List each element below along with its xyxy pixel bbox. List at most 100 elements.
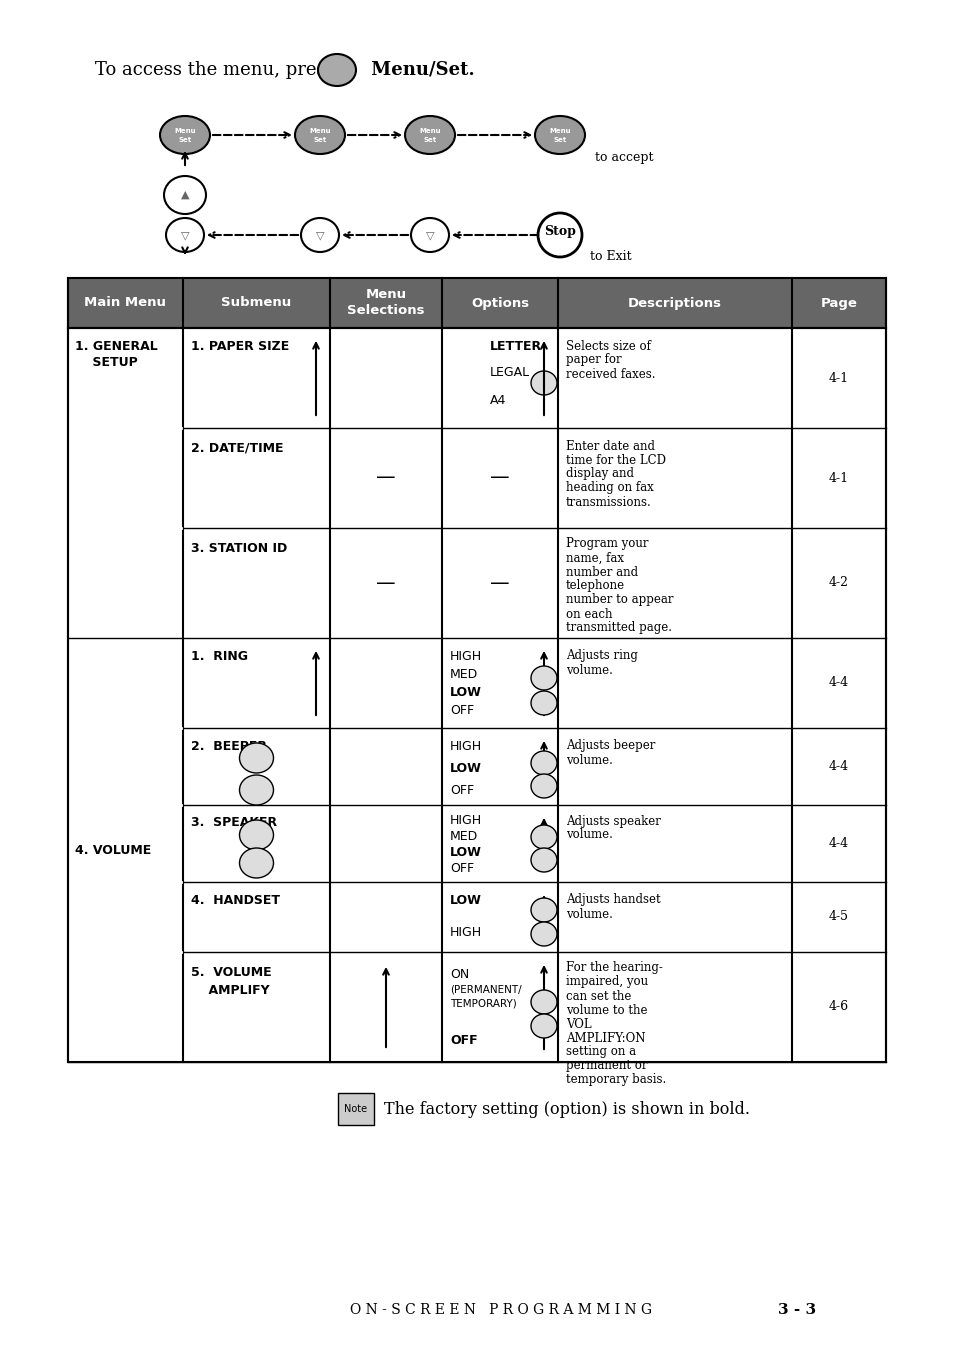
Text: Set: Set	[423, 137, 436, 143]
Ellipse shape	[317, 54, 355, 87]
Text: heading on fax: heading on fax	[565, 481, 653, 495]
Text: 3 - 3: 3 - 3	[778, 1303, 815, 1317]
Text: Set: Set	[178, 137, 192, 143]
Text: The factory setting (option) is shown in bold.: The factory setting (option) is shown in…	[384, 1101, 749, 1118]
Text: For the hearing-: For the hearing-	[565, 961, 662, 975]
Text: 2.  BEEPER: 2. BEEPER	[191, 740, 267, 753]
Ellipse shape	[531, 773, 557, 798]
Text: number and: number and	[565, 565, 638, 579]
Text: VOL: VOL	[565, 1018, 591, 1030]
Text: HIGH: HIGH	[450, 649, 481, 662]
Text: 4-4: 4-4	[828, 760, 848, 773]
Ellipse shape	[531, 898, 557, 922]
Text: 4-4: 4-4	[828, 837, 848, 850]
Text: 4-5: 4-5	[828, 910, 848, 923]
Text: —: —	[490, 573, 509, 592]
Text: 4.  HANDSET: 4. HANDSET	[191, 894, 280, 906]
Text: Descriptions: Descriptions	[627, 296, 721, 310]
Text: ▲: ▲	[180, 191, 189, 200]
Ellipse shape	[239, 848, 274, 877]
Text: Adjusts beeper: Adjusts beeper	[565, 740, 655, 753]
Text: Enter date and: Enter date and	[565, 439, 655, 453]
Text: volume.: volume.	[565, 664, 612, 676]
Text: —: —	[375, 573, 395, 592]
Ellipse shape	[160, 116, 210, 154]
Text: Stop: Stop	[543, 226, 576, 238]
Text: HIGH: HIGH	[450, 814, 481, 827]
Text: Menu: Menu	[325, 62, 349, 72]
Text: OFF: OFF	[450, 863, 474, 876]
Text: OFF: OFF	[450, 1033, 477, 1046]
Ellipse shape	[301, 218, 338, 251]
Text: 3. STATION ID: 3. STATION ID	[191, 542, 287, 554]
Text: Adjusts ring: Adjusts ring	[565, 649, 638, 662]
Text: volume to the: volume to the	[565, 1003, 647, 1017]
Ellipse shape	[531, 990, 557, 1014]
Text: number to appear: number to appear	[565, 594, 673, 607]
Text: OFF: OFF	[450, 784, 474, 796]
Bar	[70, 330, 181, 635]
Text: Adjusts handset: Adjusts handset	[565, 894, 659, 906]
Text: —: —	[375, 469, 395, 488]
Text: Page: Page	[820, 296, 857, 310]
Text: volume.: volume.	[565, 753, 612, 767]
Text: LOW: LOW	[450, 685, 481, 699]
Text: transmitted page.: transmitted page.	[565, 622, 671, 634]
Text: Submenu: Submenu	[221, 296, 292, 310]
Text: LOW: LOW	[450, 761, 481, 775]
Ellipse shape	[411, 218, 449, 251]
Text: —: —	[490, 469, 509, 488]
FancyBboxPatch shape	[337, 1092, 374, 1125]
Ellipse shape	[239, 821, 274, 850]
Text: paper for: paper for	[565, 353, 621, 366]
Text: ▽: ▽	[425, 230, 434, 241]
Text: (PERMANENT/: (PERMANENT/	[450, 986, 521, 995]
Text: temporary basis.: temporary basis.	[565, 1073, 665, 1087]
Text: OFF: OFF	[450, 703, 474, 717]
Text: received faxes.: received faxes.	[565, 368, 655, 380]
Text: to Exit: to Exit	[589, 250, 631, 264]
Text: telephone: telephone	[565, 580, 624, 592]
Text: A4: A4	[490, 393, 506, 407]
Ellipse shape	[531, 922, 557, 946]
Ellipse shape	[531, 1014, 557, 1038]
Text: LOW: LOW	[450, 894, 481, 906]
Ellipse shape	[531, 848, 557, 872]
Text: 4-4: 4-4	[828, 676, 848, 690]
Text: display and: display and	[565, 468, 634, 480]
Bar	[70, 639, 181, 1060]
Ellipse shape	[531, 370, 557, 395]
Ellipse shape	[531, 825, 557, 849]
Text: HIGH: HIGH	[450, 740, 481, 753]
Text: 1. GENERAL: 1. GENERAL	[75, 339, 157, 353]
Text: 1.  RING: 1. RING	[191, 649, 248, 662]
Text: AMPLIFY: AMPLIFY	[191, 983, 270, 996]
Text: impaired, you: impaired, you	[565, 976, 647, 988]
Bar	[68, 279, 885, 329]
Ellipse shape	[535, 116, 584, 154]
Ellipse shape	[405, 116, 455, 154]
Text: MED: MED	[450, 830, 477, 844]
Text: can set the: can set the	[565, 990, 631, 1002]
Ellipse shape	[531, 750, 557, 775]
Text: ▽: ▽	[180, 230, 189, 241]
Text: 4-1: 4-1	[828, 472, 848, 484]
Ellipse shape	[294, 116, 345, 154]
Text: permanent or: permanent or	[565, 1060, 647, 1072]
Ellipse shape	[239, 775, 274, 804]
Text: LEGAL: LEGAL	[490, 366, 530, 380]
Text: Selects size of: Selects size of	[565, 339, 650, 353]
Ellipse shape	[164, 176, 206, 214]
Text: HIGH: HIGH	[450, 926, 481, 938]
Ellipse shape	[166, 218, 204, 251]
Text: Program your: Program your	[565, 538, 648, 550]
Text: TEMPORARY): TEMPORARY)	[450, 999, 517, 1009]
Text: SETUP: SETUP	[75, 356, 137, 369]
Text: LOW: LOW	[450, 846, 481, 860]
Text: 4. VOLUME: 4. VOLUME	[75, 844, 152, 857]
Text: transmissions.: transmissions.	[565, 495, 651, 508]
Text: volume.: volume.	[565, 907, 612, 921]
Text: Menu/Set.: Menu/Set.	[365, 61, 475, 78]
Text: 2. DATE/TIME: 2. DATE/TIME	[191, 442, 283, 454]
Text: 1. GENERAL: 1. GENERAL	[75, 339, 157, 353]
